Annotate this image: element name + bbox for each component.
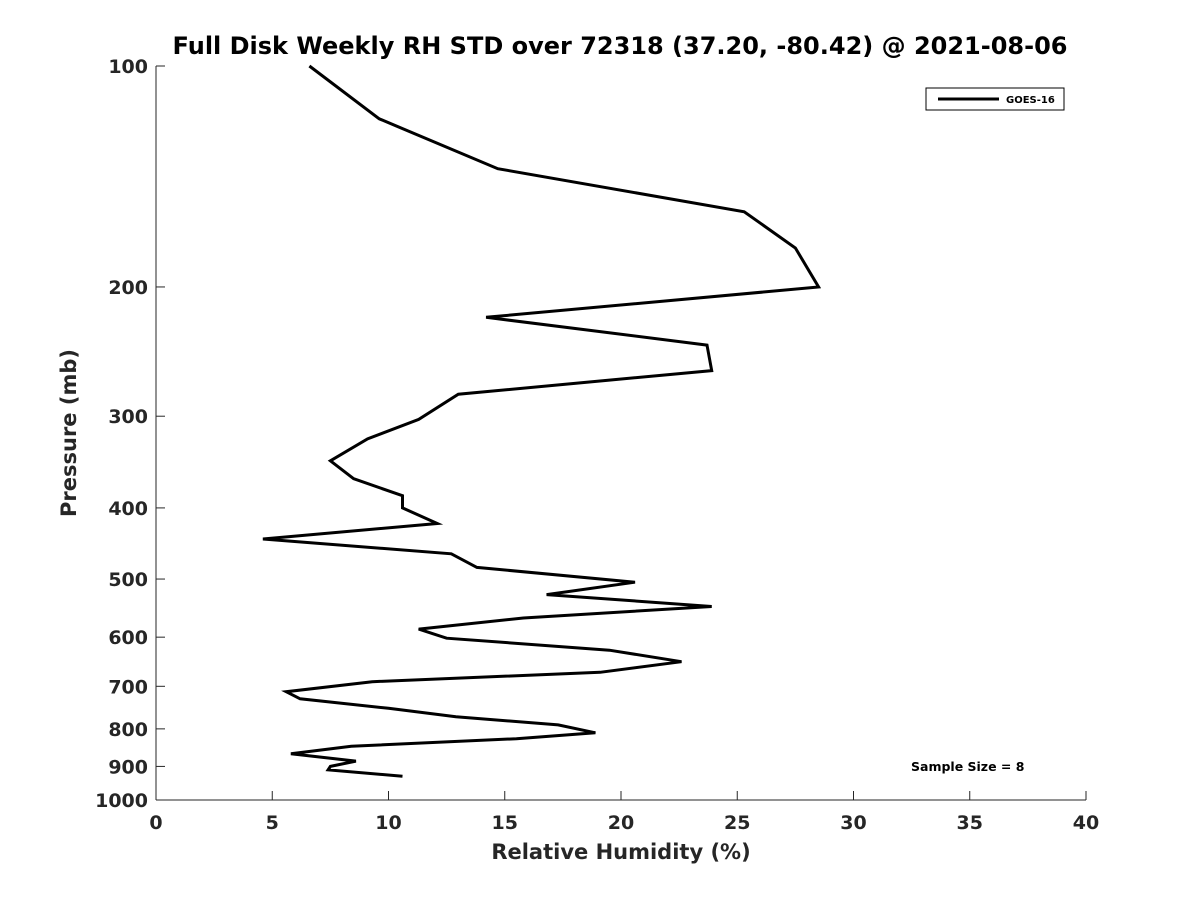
data-point [417,628,420,631]
data-point [454,715,457,718]
data-point [378,117,381,120]
y-axis-label: Pressure (mb) [57,349,81,517]
data-point [515,737,518,740]
x-tick-label: 5 [266,812,279,834]
data-point [299,697,302,700]
data-point [457,393,460,396]
data-point [445,637,448,640]
data-point [608,649,611,652]
data-point [706,344,709,347]
x-tick-label: 20 [608,812,634,834]
data-point [417,418,420,421]
data-point [371,680,374,683]
x-tick-label: 10 [375,812,401,834]
y-tick-label: 1000 [95,790,148,812]
data-point [366,437,369,440]
y-tick-label: 800 [108,719,148,741]
x-tick-label: 0 [149,812,162,834]
data-point [594,731,597,734]
data-point [743,210,746,213]
series-line-goes-16 [262,64,822,778]
chart-title: Full Disk Weekly RH STD over 72318 (37.2… [173,32,1068,60]
data-point [352,477,355,480]
data-point [680,660,683,663]
data-point [387,707,390,710]
data-point [522,617,525,620]
y-tick-label: 400 [108,498,148,520]
data-point [329,459,332,462]
data-point [817,286,820,289]
data-point [436,522,439,525]
data-point [289,752,292,755]
x-ticks: 0 5 10 15 20 25 30 35 40 [149,791,1099,834]
data-point [794,247,797,250]
data-point [327,768,330,771]
x-tick-label: 40 [1073,812,1099,834]
data-point [599,671,602,674]
sample-size-annotation: Sample Size = 8 [911,759,1024,774]
x-tick-label: 35 [957,812,983,834]
data-point [634,581,637,584]
data-point [401,506,404,509]
data-point [354,760,357,763]
data-point [485,316,488,319]
x-tick-label: 15 [492,812,518,834]
y-tick-label: 700 [108,676,148,698]
data-point [329,765,332,768]
data-point [710,605,713,608]
data-point [401,494,404,497]
y-ticks: 100 200 300 400 500 600 700 800 900 1000 [95,56,165,812]
data-point [350,745,353,748]
data-point [496,167,499,170]
data-point [261,538,264,541]
data-point [545,593,548,596]
y-tick-label: 600 [108,627,148,649]
data-point [557,723,560,726]
data-point [710,369,713,372]
data-point [475,566,478,569]
x-tick-label: 30 [840,812,866,834]
y-tick-label: 200 [108,277,148,299]
legend: GOES-16 [925,87,1065,111]
data-point [450,552,453,555]
legend-label-goes-16: GOES-16 [1006,95,1055,106]
y-tick-label: 300 [108,406,148,428]
data-point [285,690,288,693]
x-tick-label: 25 [724,812,750,834]
y-tick-label: 900 [108,756,148,778]
y-tick-label: 100 [108,56,148,78]
x-axis-label: Relative Humidity (%) [491,840,750,864]
data-point [308,65,311,68]
y-tick-label: 500 [108,569,148,591]
series-layer [261,64,822,778]
data-point [401,775,404,778]
